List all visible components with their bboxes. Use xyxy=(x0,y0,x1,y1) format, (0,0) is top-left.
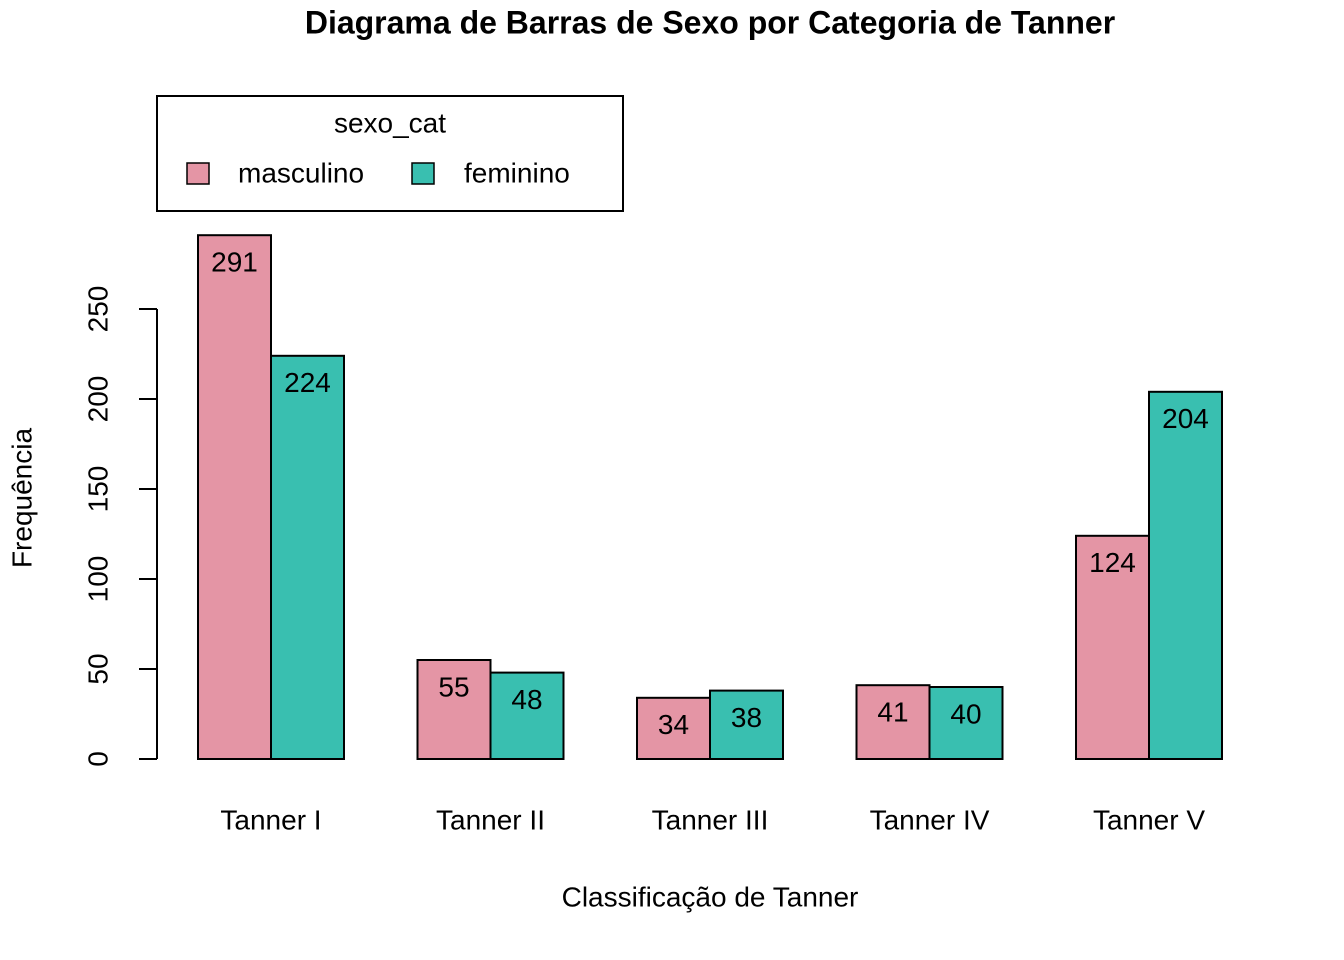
value-label: 124 xyxy=(1089,547,1136,578)
y-tick-label: 50 xyxy=(82,653,113,684)
bar xyxy=(855,684,931,761)
y-tick-label: 0 xyxy=(82,751,113,767)
value-label: 204 xyxy=(1162,403,1209,434)
legend-swatch xyxy=(411,162,435,185)
x-tick-label: Tanner V xyxy=(1093,804,1205,835)
bar xyxy=(416,659,492,760)
value-label: 40 xyxy=(950,698,981,729)
y-tick-label: 200 xyxy=(82,376,113,423)
legend-label: feminino xyxy=(464,157,570,188)
y-tick-label: 250 xyxy=(82,286,113,333)
bar xyxy=(489,671,565,760)
value-label: 41 xyxy=(877,697,908,728)
x-tick-label: Tanner IV xyxy=(870,804,990,835)
bar xyxy=(1148,390,1223,760)
bar xyxy=(709,689,784,760)
value-label: 291 xyxy=(211,247,258,278)
bar xyxy=(270,354,345,760)
x-axis-label: Classificação de Tanner xyxy=(562,881,859,912)
legend-title: sexo_cat xyxy=(334,107,446,138)
value-label: 224 xyxy=(284,367,331,398)
y-tick-label: 100 xyxy=(82,556,113,603)
bar xyxy=(636,696,711,760)
bar xyxy=(928,686,1004,760)
x-tick-label: Tanner I xyxy=(220,804,321,835)
x-tick-label: Tanner II xyxy=(436,804,545,835)
value-label: 48 xyxy=(511,684,542,715)
legend-box xyxy=(156,95,624,212)
chart-title: Diagrama de Barras de Sexo por Categoria… xyxy=(305,4,1115,40)
y-tick-label: 150 xyxy=(82,466,113,513)
legend-swatch xyxy=(186,162,210,185)
bar xyxy=(197,234,272,760)
value-label: 34 xyxy=(658,709,689,740)
legend-label: masculino xyxy=(238,157,364,188)
x-tick-label: Tanner III xyxy=(652,804,769,835)
value-label: 38 xyxy=(731,702,762,733)
y-axis-label: Frequência xyxy=(6,428,37,569)
value-label: 55 xyxy=(438,671,469,702)
